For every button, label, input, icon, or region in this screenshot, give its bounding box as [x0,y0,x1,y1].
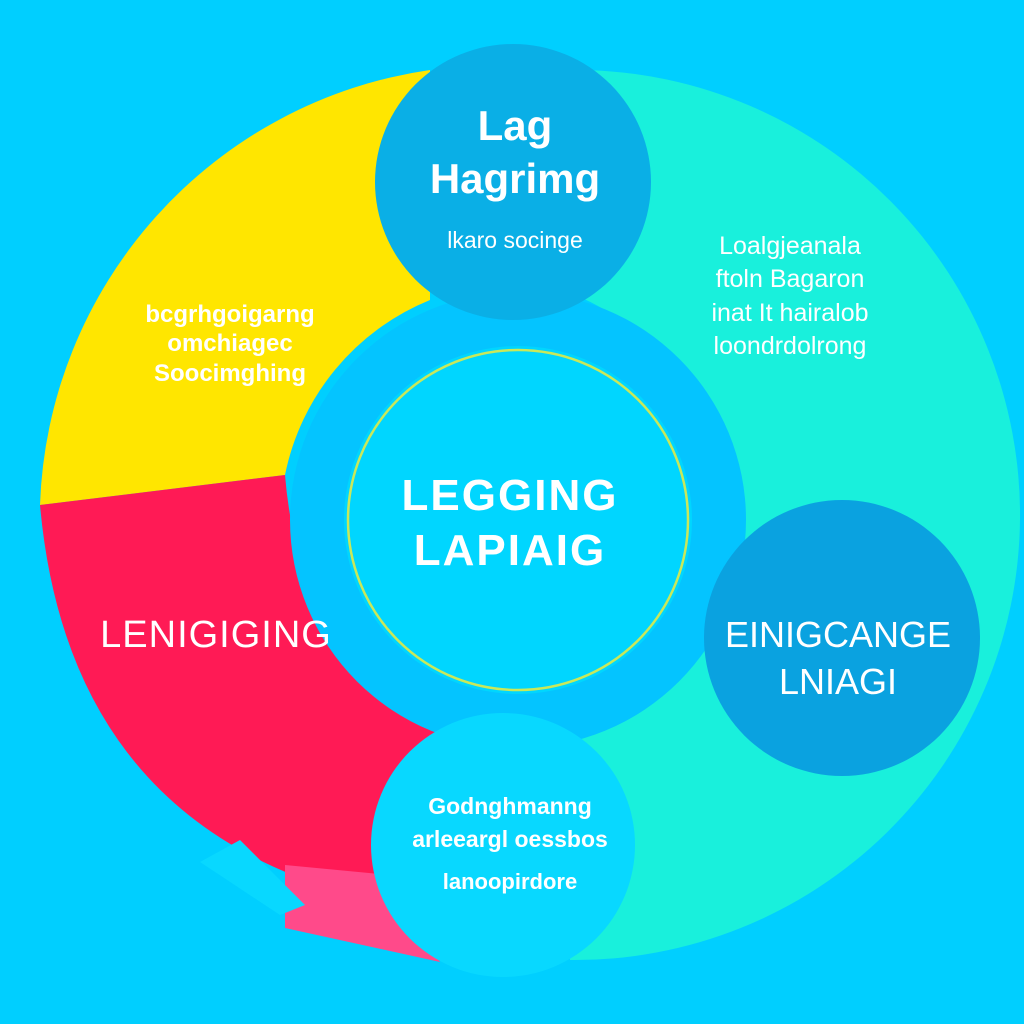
top-node [375,44,651,320]
center-outline [346,348,690,692]
yellow-segment-line: bcgrhgoigarng [145,301,315,328]
red-segment [40,475,445,905]
right-node [704,500,980,776]
teal-segment-line: Loalgjeanala [719,232,861,260]
bottom-node-extra: lanoopirdore [442,869,578,894]
yellow-segment-line: omchiagec [167,330,293,358]
teal-segment-text: Loalgjeanala ftoln Bagaron inat It haira… [685,230,895,363]
top-node-title: Lag Hagrimg [410,100,620,205]
teal-segment-line: ftoln Bagaron [715,265,865,294]
top-node-title-line: Hagrimg [429,154,601,202]
pink-segment [285,865,440,962]
right-node-title-line: LNIAGI [778,660,898,702]
bottom-node-line: arleeargl oessbos [412,826,608,853]
yellow-segment-text: bcgrhgoigarng omchiagec Soocimghing [105,300,355,388]
right-node-title: EINIGCANGE LNIAGI [708,612,968,706]
center-core [344,346,692,694]
yellow-segment [40,70,430,505]
center-title-line: LEGGING [401,471,619,520]
right-node-title-line: EINIGCANGE [724,614,952,655]
teal-segment-line: inat It hairalob [711,298,869,327]
yellow-segment-line: Soocimghing [154,359,306,387]
top-node-title-line: Lag [477,102,553,149]
teal-segment-line: loondrdolrong [713,331,867,360]
center-title: LEGGING LAPIAIG [360,468,660,578]
red-segment-label: LENIGIGING [100,614,332,656]
bottom-node-line: Godnghmanng [428,793,592,819]
top-node-subtitle: lkaro socinge [447,227,583,253]
center-title-line: LAPIAIG [413,526,607,575]
bottom-node-text: Godnghmanng arleeargl oessbos [380,790,640,857]
cyan-segment [200,840,305,915]
bottom-node [371,713,635,977]
